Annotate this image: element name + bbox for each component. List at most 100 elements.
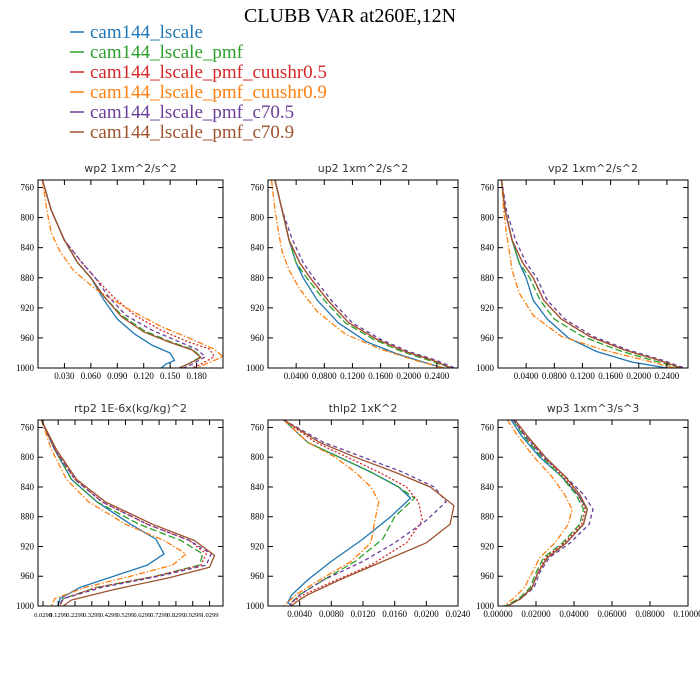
y-tick-label: 1000 bbox=[246, 363, 265, 373]
x-tick-label: 0.04000 bbox=[559, 609, 589, 619]
series-line bbox=[500, 180, 685, 368]
series-line bbox=[500, 180, 668, 368]
series-line bbox=[505, 420, 585, 606]
y-tick-label: 760 bbox=[481, 422, 495, 432]
y-tick-label: 840 bbox=[21, 243, 35, 253]
panel-up2: up2 1xm^2/s^2 760 800 840 880 920 960 1000 0.040… bbox=[246, 162, 459, 381]
series-line bbox=[40, 420, 212, 606]
x-tick-label: 0.1600 bbox=[368, 371, 393, 381]
series-line bbox=[41, 180, 176, 368]
panel-wp2: wp2 1xm^2/s^2 760 800 840 880 920 960 1000 0.030… bbox=[16, 162, 224, 381]
series-line bbox=[40, 420, 187, 606]
y-tick-label: 880 bbox=[481, 273, 495, 283]
panel-thlp2: thlp2 1xK^2 760 800 840 880 920 960 1000 0.0040 0… bbox=[246, 402, 471, 619]
series-group bbox=[283, 420, 455, 606]
y-tick-label: 960 bbox=[21, 333, 35, 343]
panel-wp3: wp3 1xm^3/s^3 760 800 840 880 920 960 10000.000… bbox=[476, 402, 700, 619]
series-line bbox=[270, 180, 445, 368]
series-line bbox=[41, 180, 202, 368]
x-tick-label: 0.120 bbox=[134, 371, 155, 381]
x-tick-label: 0.3299 bbox=[83, 612, 101, 619]
series-line bbox=[41, 180, 215, 368]
y-tick-label: 840 bbox=[21, 482, 35, 492]
y-tick-label: 1000 bbox=[476, 363, 495, 373]
legend-item: cam144_lscale_pmf_cuushr0.9 bbox=[70, 82, 327, 103]
plot-frame bbox=[267, 419, 459, 607]
y-tick-label: 800 bbox=[21, 213, 35, 223]
series-line bbox=[500, 180, 682, 368]
legend-label: cam144_lscale bbox=[90, 22, 203, 43]
y-tick-label: 960 bbox=[481, 333, 495, 343]
series-line bbox=[507, 420, 587, 606]
plot-frame bbox=[497, 179, 689, 369]
x-tick-label: 0.0800 bbox=[542, 371, 567, 381]
x-tick-label: 0.0400 bbox=[284, 371, 309, 381]
x-tick-label: 0.6299 bbox=[133, 612, 151, 619]
panel-title: wp2 1xm^2/s^2 bbox=[84, 162, 177, 175]
series-line bbox=[274, 180, 455, 368]
series-line bbox=[283, 420, 447, 606]
x-tick-label: 0.090 bbox=[107, 371, 128, 381]
y-tick-label: 1000 bbox=[246, 601, 265, 611]
y-tick-label: 760 bbox=[251, 422, 265, 432]
legend-label: cam144_lscale_pmf_cuushr0.9 bbox=[90, 82, 327, 103]
series-group bbox=[41, 180, 223, 368]
x-tick-label: 0.180 bbox=[186, 371, 207, 381]
x-tick-label: 1.0299 bbox=[201, 612, 219, 619]
series-group bbox=[270, 180, 455, 368]
y-tick-label: 1000 bbox=[476, 601, 495, 611]
y-tick-label: 840 bbox=[251, 243, 265, 253]
plot-frame bbox=[497, 419, 689, 607]
panel-title: rtp2 1E-6x(kg/kg)^2 bbox=[74, 402, 187, 415]
x-tick-label: 0.030 bbox=[54, 371, 75, 381]
y-tick-label: 1000 bbox=[16, 363, 35, 373]
legend-label: cam144_lscale_pmf_cuushr0.5 bbox=[90, 62, 327, 83]
y-tick-label: 880 bbox=[21, 512, 35, 522]
series-line bbox=[41, 180, 207, 368]
legend-item: cam144_lscale bbox=[70, 22, 203, 43]
x-tick-label: 0.2000 bbox=[626, 371, 651, 381]
y-tick-label: 840 bbox=[251, 482, 265, 492]
y-tick-label: 800 bbox=[481, 452, 495, 462]
y-tick-label: 800 bbox=[21, 452, 35, 462]
x-tick-label: 0.0800 bbox=[312, 371, 337, 381]
x-tick-label: 0.1600 bbox=[598, 371, 623, 381]
panel-vp2: vp2 1xm^2/s^2 760 800 840 880 920 960 1000 0.040… bbox=[476, 162, 689, 381]
x-tick-label: 0.0080 bbox=[319, 609, 344, 619]
series-line bbox=[507, 420, 588, 606]
x-tick-label: 0.1299 bbox=[49, 612, 67, 619]
legend-label: cam144_lscale_pmf bbox=[90, 42, 244, 63]
series-line bbox=[283, 420, 424, 606]
series-line bbox=[507, 420, 588, 606]
series-group bbox=[503, 420, 594, 606]
panel-title: up2 1xm^2/s^2 bbox=[318, 162, 409, 175]
y-tick-label: 880 bbox=[251, 512, 265, 522]
legend-label: cam144_lscale_pmf_c70.5 bbox=[90, 102, 294, 123]
y-tick-label: 920 bbox=[251, 541, 265, 551]
x-tick-label: 0.150 bbox=[160, 371, 181, 381]
x-tick-label: 0.2400 bbox=[425, 371, 450, 381]
y-tick-label: 880 bbox=[251, 273, 265, 283]
x-tick-label: 0.2400 bbox=[655, 371, 680, 381]
x-tick-label: 0.4299 bbox=[100, 612, 118, 619]
y-tick-label: 920 bbox=[21, 541, 35, 551]
legend-item: cam144_lscale_pmf_c70.9 bbox=[70, 122, 294, 143]
series-line bbox=[500, 180, 682, 368]
panels: wp2 1xm^2/s^2 760 800 840 880 920 960 1000 0.030… bbox=[16, 162, 700, 619]
plot-frame bbox=[37, 419, 224, 607]
y-tick-label: 920 bbox=[251, 303, 265, 313]
x-tick-label: 0.0299 bbox=[34, 612, 52, 619]
y-tick-label: 760 bbox=[251, 183, 265, 193]
x-tick-label: 0.0160 bbox=[382, 609, 407, 619]
y-tick-label: 800 bbox=[481, 213, 495, 223]
series-line bbox=[41, 180, 223, 368]
y-tick-label: 1000 bbox=[16, 601, 35, 611]
series-line bbox=[507, 420, 594, 606]
y-tick-label: 920 bbox=[481, 303, 495, 313]
legend-item: cam144_lscale_pmf bbox=[70, 42, 244, 63]
series-line bbox=[283, 420, 412, 606]
x-tick-label: 0.08000 bbox=[635, 609, 665, 619]
x-tick-label: 0.8299 bbox=[167, 612, 185, 619]
legend-item: cam144_lscale_pmf_c70.5 bbox=[70, 102, 294, 123]
series-line bbox=[40, 420, 207, 606]
